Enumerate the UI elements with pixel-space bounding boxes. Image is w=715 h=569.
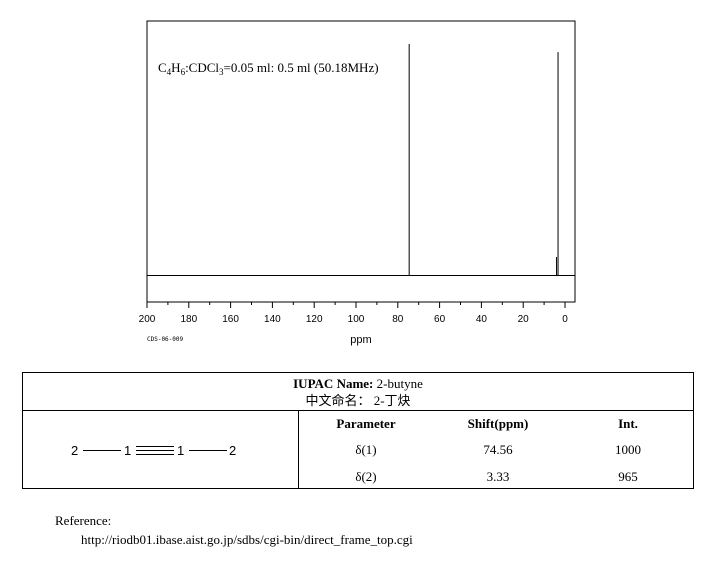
carbon-label-left-center: 1	[124, 443, 131, 458]
structure-diagram: 2 1 1 2	[71, 443, 236, 458]
x-tick-label: 0	[562, 314, 568, 325]
spectrum-code-label: CDS-06-009	[147, 336, 184, 343]
x-tick-label: 100	[348, 314, 365, 325]
x-tick-label: 200	[139, 314, 156, 325]
structure-cell: 2 1 1 2	[23, 411, 299, 488]
shift-table: Parameter Shift(ppm) Int. δ(1) 74.56 100…	[299, 411, 693, 488]
row2-int: 965	[618, 469, 638, 484]
chinese-name-label: 中文命名：	[305, 393, 371, 408]
reference-block: Reference: http://riodb01.ibase.aist.go.…	[55, 511, 413, 549]
x-tick-label: 140	[264, 314, 281, 325]
x-tick-label: 60	[434, 314, 446, 325]
carbon-label-left-end: 2	[71, 443, 78, 458]
chinese-name-value: 2-丁炔	[370, 393, 411, 408]
x-tick-label: 80	[392, 314, 404, 325]
carbon-label-right-end: 2	[229, 443, 236, 458]
x-tick-label: 40	[476, 314, 488, 325]
compound-info-table: IUPAC Name: 2-butyne 中文命名： 2-丁炔 2 1 1 2 …	[22, 372, 694, 489]
x-tick-label: 160	[222, 314, 239, 325]
carbon-label-right-center: 1	[177, 443, 184, 458]
row1-shift: 74.56	[483, 442, 513, 457]
nmr-spectrum-chart: 200 180 160 140 120 100 80 60 40 20 0 C4H6:CDCl3=0…	[139, 20, 576, 346]
iupac-name-value: 2-butyne	[373, 376, 423, 391]
x-tick-label: 20	[518, 314, 530, 325]
x-tick-label: 180	[180, 314, 197, 325]
row1-int: 1000	[615, 442, 641, 457]
iupac-name-label: IUPAC Name:	[293, 376, 374, 391]
reference-label: Reference:	[55, 513, 112, 528]
x-axis-ticks: 200 180 160 140 120 100 80 60 40 20 0	[139, 302, 568, 325]
x-axis-label: ppm	[350, 334, 371, 346]
row2-parameter: δ(2)	[355, 469, 377, 484]
header-parameter: Parameter	[336, 416, 396, 431]
reference-url[interactable]: http://riodb01.ibase.aist.go.jp/sdbs/cgi…	[81, 532, 413, 547]
header-int: Int.	[618, 416, 638, 431]
x-tick-label: 120	[306, 314, 323, 325]
row2-shift: 3.33	[486, 469, 510, 484]
compound-name-block: IUPAC Name: 2-butyne 中文命名： 2-丁炔	[23, 373, 693, 411]
peaks	[408, 44, 559, 275]
chart-title: C4H6:CDCl3=0.05 ml: 0.5 ml (50.18MHz)	[158, 60, 379, 77]
row1-parameter: δ(1)	[355, 442, 377, 457]
header-shift: Shift(ppm)	[467, 416, 529, 431]
